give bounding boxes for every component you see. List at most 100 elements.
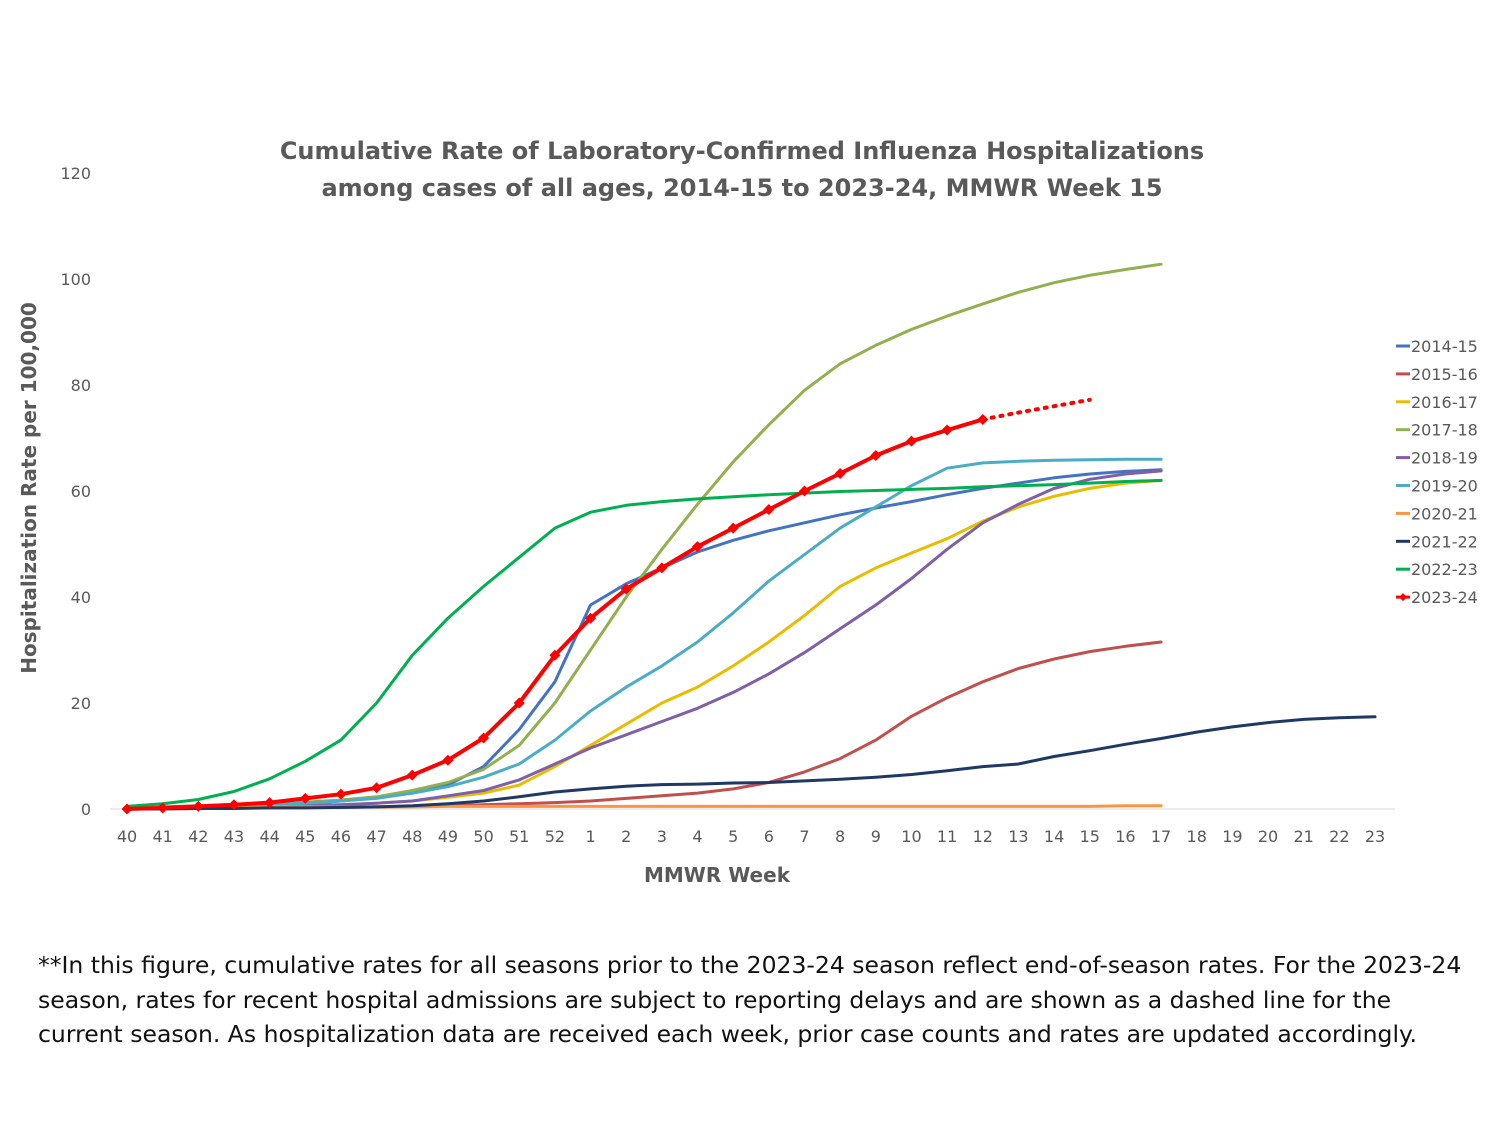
series-line-2021-22: [125, 715, 1377, 811]
data-point-2023-24: [941, 424, 953, 436]
legend-item-2022-23: 2022-23: [1396, 560, 1478, 579]
x-tick-label: 47: [366, 827, 386, 846]
x-tick-label: 42: [188, 827, 208, 846]
data-point-2023-24: [157, 802, 169, 814]
data-point-2023-24: [299, 792, 311, 804]
legend-item-2019-20: 2019-20: [1396, 477, 1478, 496]
data-point-2023-24: [264, 797, 276, 809]
legend-label: 2014-15: [1411, 337, 1478, 356]
x-tick-label: 18: [1187, 827, 1207, 846]
data-point-2023-24: [121, 803, 133, 815]
series-dashed-2023-24: [980, 397, 1092, 422]
x-tick-label: 49: [438, 827, 458, 846]
data-point-2023-24: [763, 504, 775, 516]
x-tick-label: 43: [224, 827, 244, 846]
data-point-2023-24: [905, 435, 917, 447]
legend-label: 2018-19: [1411, 449, 1478, 468]
footnote: **In this figure, cumulative rates for a…: [38, 951, 1462, 1048]
series-line-2016-17: [125, 478, 1163, 811]
data-point-2023-24: [192, 800, 204, 812]
data-point-2023-24: [798, 485, 810, 497]
x-tick-label: 41: [152, 827, 172, 846]
x-tick-label: 22: [1329, 827, 1349, 846]
data-point-2023-24: [834, 468, 846, 480]
data-point-2023-24: [335, 788, 347, 800]
legend-label: 2017-18: [1411, 421, 1478, 440]
legend-label: 2016-17: [1411, 393, 1478, 412]
legend-item-2016-17: 2016-17: [1396, 393, 1478, 412]
y-tick-label: 120: [60, 164, 91, 183]
x-tick-label: 3: [657, 827, 667, 846]
y-tick-label: 80: [71, 376, 91, 395]
y-tick-label: 60: [71, 482, 91, 501]
legend-label: 2022-23: [1411, 560, 1478, 579]
chart-title-line-1: Cumulative Rate of Laboratory-Confirmed …: [280, 137, 1204, 165]
x-tick-label: 13: [1008, 827, 1028, 846]
series-line-2017-18: [125, 262, 1163, 809]
x-tick-label: 9: [871, 827, 881, 846]
legend-item-2017-18: 2017-18: [1396, 421, 1478, 440]
x-tick-label: 14: [1044, 827, 1064, 846]
x-tick-label: 21: [1294, 827, 1314, 846]
series-line-2022-23: [125, 478, 1163, 808]
data-point-2023-24: [727, 522, 739, 534]
x-tick-label: 20: [1258, 827, 1278, 846]
y-tick-label: 100: [60, 270, 91, 289]
y-tick-label: 20: [71, 694, 91, 713]
x-tick-label: 15: [1080, 827, 1100, 846]
x-tick-label: 4: [692, 827, 702, 846]
legend-label: 2019-20: [1411, 477, 1478, 496]
x-tick-label: 48: [402, 827, 422, 846]
series-line-2018-19: [125, 469, 1163, 811]
x-tick-label: 51: [509, 827, 529, 846]
x-tick-label: 1: [585, 827, 595, 846]
x-tick-label: 46: [331, 827, 351, 846]
x-tick-label: 40: [117, 827, 137, 846]
x-tick-label: 52: [545, 827, 565, 846]
x-tick-label: 44: [259, 827, 279, 846]
data-point-2023-24: [656, 562, 668, 574]
x-tick-label: 7: [799, 827, 809, 846]
y-tick-label: 0: [81, 800, 91, 819]
legend-label: 2020-21: [1411, 504, 1478, 523]
legend-label: 2015-16: [1411, 365, 1478, 384]
x-tick-label: 2: [621, 827, 631, 846]
x-tick-label: 17: [1151, 827, 1171, 846]
y-tick-label: 40: [71, 588, 91, 607]
legend-item-2014-15: 2014-15: [1396, 337, 1478, 356]
data-point-2023-24: [406, 769, 418, 781]
x-axis-label: MMWR Week: [644, 863, 791, 887]
series-line-2014-15: [125, 468, 1163, 811]
series-line-2019-20: [125, 457, 1163, 811]
x-tick-label: 23: [1365, 827, 1385, 846]
legend-label: 2023-24: [1411, 588, 1478, 607]
x-tick-label: 6: [764, 827, 774, 846]
x-tick-label: 19: [1222, 827, 1242, 846]
data-point-2023-24: [977, 413, 989, 425]
data-point-2023-24: [585, 612, 597, 624]
x-tick-label: 10: [901, 827, 921, 846]
data-point-2023-24: [620, 583, 632, 595]
data-point-2023-24: [513, 697, 525, 709]
data-point-2023-24: [442, 754, 454, 766]
chart-title-line-2: among cases of all ages, 2014-15 to 2023…: [321, 174, 1162, 202]
legend-label: 2021-22: [1411, 532, 1478, 551]
data-point-2023-24: [228, 799, 240, 811]
x-tick-label: 16: [1115, 827, 1135, 846]
data-point-2023-24: [870, 449, 882, 461]
legend-item-2018-19: 2018-19: [1396, 449, 1478, 468]
legend-item-2021-22: 2021-22: [1396, 532, 1478, 551]
x-tick-label: 11: [937, 827, 957, 846]
data-point-2023-24: [692, 541, 704, 553]
x-tick-label: 45: [295, 827, 315, 846]
legend-marker: [1399, 593, 1407, 602]
x-tick-label: 50: [473, 827, 493, 846]
data-point-2023-24: [371, 782, 383, 794]
x-tick-label: 12: [973, 827, 993, 846]
x-tick-label: 5: [728, 827, 738, 846]
data-point-2023-24: [478, 732, 490, 744]
legend-item-2015-16: 2015-16: [1396, 365, 1478, 384]
y-axis-label: Hospitalization Rate per 100,000: [17, 302, 41, 674]
data-point-2023-24: [549, 649, 561, 661]
